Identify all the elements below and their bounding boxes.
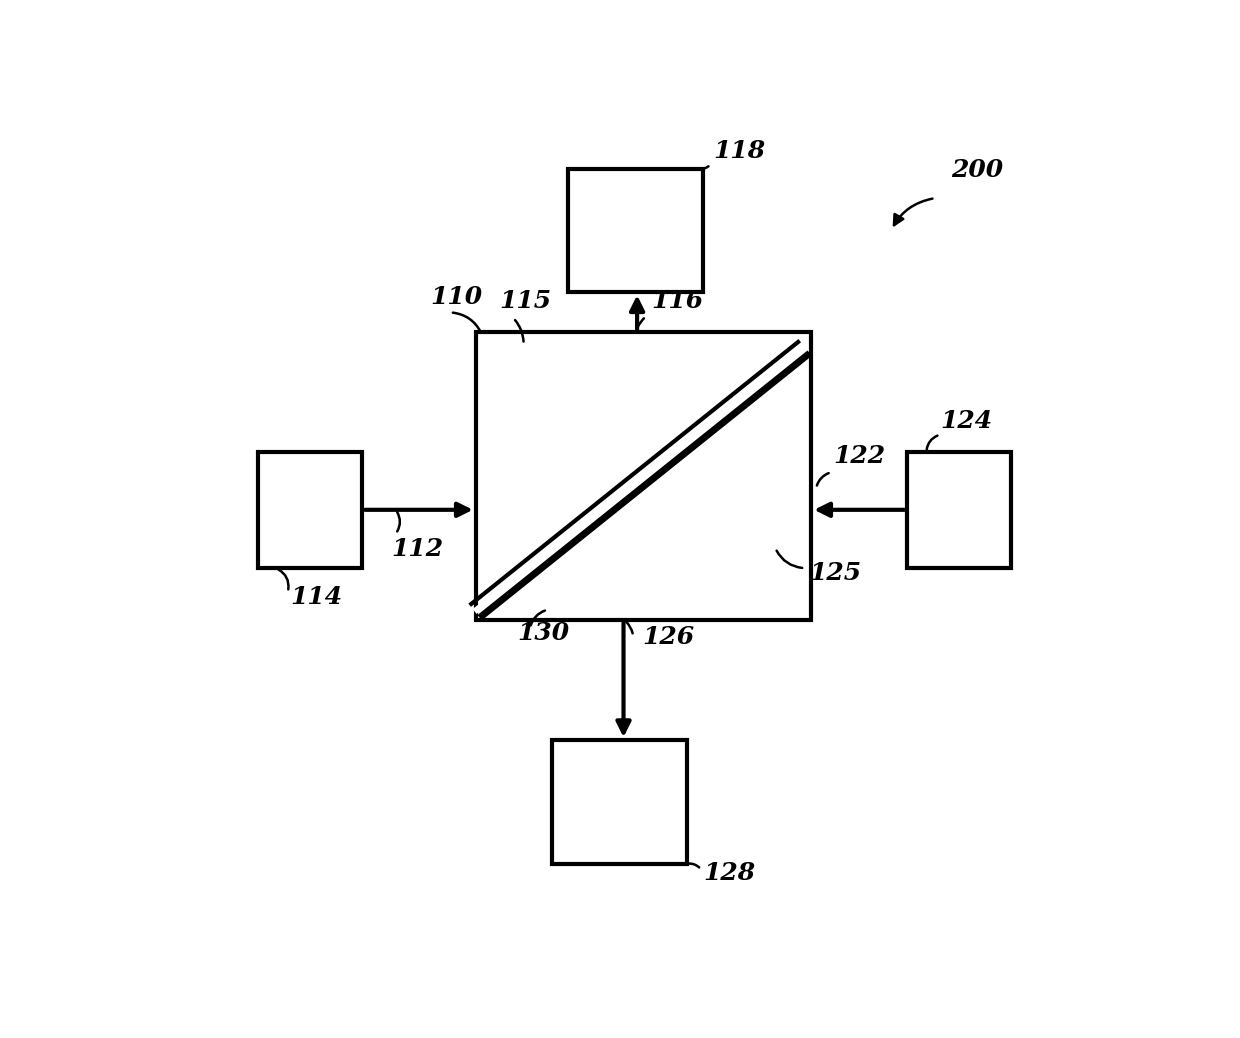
Text: 122: 122	[833, 443, 885, 468]
Bar	[552, 740, 687, 864]
Bar	[568, 168, 703, 293]
Text: 130: 130	[517, 621, 569, 645]
Text: 126: 126	[642, 625, 694, 649]
Text: 110: 110	[430, 285, 482, 309]
Text: 128: 128	[703, 861, 755, 884]
Text: 200: 200	[951, 158, 1003, 182]
Bar	[476, 332, 811, 620]
Bar	[908, 453, 1011, 568]
Text: 115: 115	[500, 290, 552, 313]
Bar	[258, 453, 362, 568]
Text: 116: 116	[651, 290, 703, 313]
Text: 112: 112	[391, 537, 443, 562]
Text: 118: 118	[714, 139, 766, 163]
Text: 125: 125	[810, 562, 862, 585]
Text: 114: 114	[290, 585, 342, 609]
Text: 124: 124	[941, 409, 993, 433]
